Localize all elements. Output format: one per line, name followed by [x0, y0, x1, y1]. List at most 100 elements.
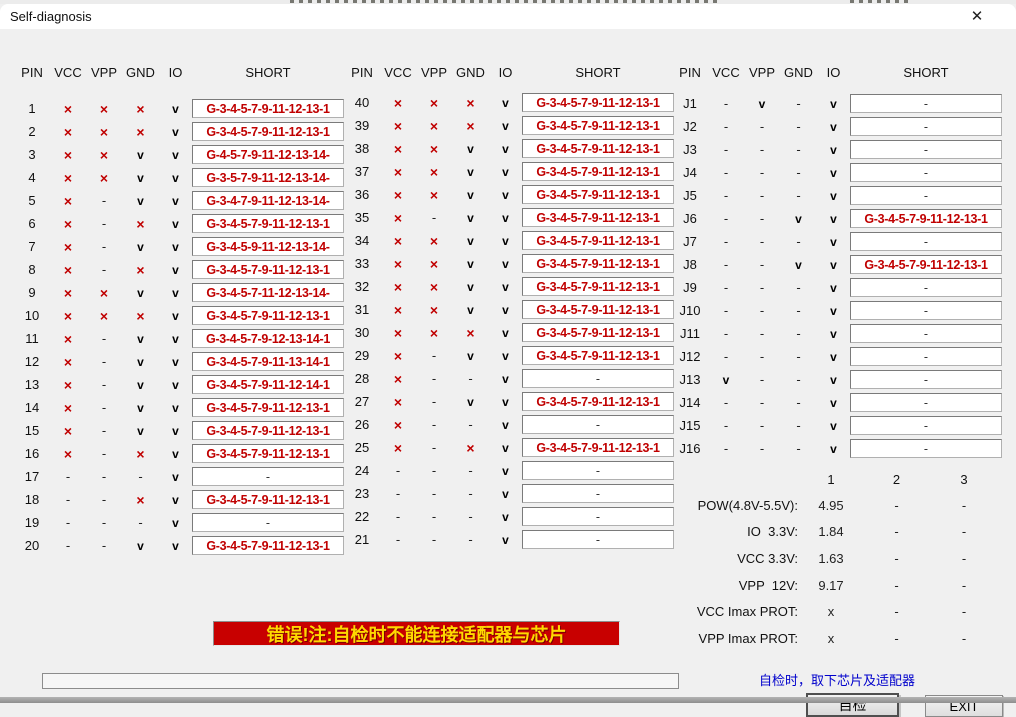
io-mark: v — [502, 509, 509, 524]
short-field[interactable]: - — [192, 467, 344, 486]
short-field[interactable]: G-3-4-5-7-9-11-12-13-1 — [522, 139, 674, 158]
vcc-mark: × — [393, 117, 403, 134]
short-field[interactable]: - — [850, 439, 1002, 458]
short-field[interactable]: G-3-4-5-7-9-11-12-13-1 — [522, 162, 674, 181]
short-field[interactable]: G-3-5-7-9-11-12-13-14- — [192, 168, 344, 187]
voltage-value-1: 1.84 — [818, 524, 844, 540]
short-field[interactable]: G-3-4-5-7-9-11-12-13-1 — [192, 398, 344, 417]
vcc-mark: × — [393, 94, 403, 111]
vcc-mark: - — [395, 532, 401, 547]
short-field[interactable]: G-3-4-5-7-9-11-12-13-1 — [192, 99, 344, 118]
short-field[interactable]: G-3-4-5-7-9-11-12-13-1 — [522, 277, 674, 296]
pin-row: 9 × × v v G-3-4-5-7-11-12-13-14- — [14, 281, 344, 304]
short-field[interactable]: - — [522, 369, 674, 388]
voltage-col-1: 1 — [827, 471, 835, 487]
vpp-mark: - — [759, 211, 765, 226]
vcc-mark: × — [393, 324, 403, 341]
pin-label: 5 — [28, 193, 36, 208]
short-field[interactable]: G-3-4-5-7-9-11-12-13-1 — [522, 116, 674, 135]
gnd-mark: - — [468, 509, 473, 524]
short-field[interactable]: G-3-4-5-7-9-11-12-13-1 — [192, 306, 344, 325]
short-field[interactable]: G-3-4-5-7-9-11-12-13-1 — [522, 438, 674, 457]
gnd-mark: v — [137, 423, 144, 438]
vcc-mark: - — [65, 469, 71, 484]
close-icon[interactable]: ✕ — [966, 6, 988, 27]
short-field[interactable]: G-3-4-5-7-9-11-12-13-1 — [522, 185, 674, 204]
short-field[interactable]: - — [522, 415, 674, 434]
voltage-col-2: 2 — [892, 471, 901, 487]
io-mark: v — [830, 188, 837, 203]
pin-label: J7 — [683, 234, 697, 249]
short-field[interactable]: - — [850, 163, 1002, 182]
short-field[interactable]: G-3-4-7-9-11-12-13-14- — [192, 191, 344, 210]
short-field[interactable]: G-3-4-5-7-9-11-12-13-1 — [192, 490, 344, 509]
header-gnd: GND — [784, 65, 813, 80]
io-mark: v — [830, 165, 837, 180]
vpp-mark: - — [431, 486, 437, 501]
short-field[interactable]: - — [850, 416, 1002, 435]
short-field[interactable]: - — [850, 301, 1002, 320]
vcc-mark: - — [395, 486, 401, 501]
short-field[interactable]: G-3-4-5-7-9-11-12-13-1 — [850, 255, 1002, 274]
short-field[interactable]: - — [192, 513, 344, 532]
short-field[interactable]: G-3-4-5-9-11-12-13-14- — [192, 237, 344, 256]
pin-row: J14- - - v - — [672, 391, 1002, 414]
voltage-panel: 1 2 3 POW(4.8V-5.5V): 4.95 - - IO 3.3V: 1.84 -… — [672, 466, 1004, 652]
short-field[interactable]: - — [850, 140, 1002, 159]
short-field[interactable]: - — [850, 117, 1002, 136]
short-field[interactable]: G-3-4-5-7-9-11-12-13-1 — [192, 536, 344, 555]
short-field[interactable]: - — [850, 324, 1002, 343]
pin-row: 38 × × v v G-3-4-5-7-9-11-12-13-1 — [344, 137, 674, 160]
short-field[interactable]: - — [522, 461, 674, 480]
vpp-mark: - — [759, 119, 765, 134]
short-field[interactable]: G-3-4-5-7-9-11-12-13-1 — [522, 93, 674, 112]
short-field[interactable]: - — [522, 530, 674, 549]
short-field[interactable]: G-3-4-5-7-9-11-12-13-1 — [192, 260, 344, 279]
short-field[interactable]: G-3-4-5-7-9-11-12-13-1 — [522, 208, 674, 227]
short-field[interactable]: - — [850, 232, 1002, 251]
short-field[interactable]: G-3-4-5-7-9-11-12-13-1 — [192, 421, 344, 440]
short-field[interactable]: G-4-5-7-9-11-12-13-14- — [192, 145, 344, 164]
short-field[interactable]: - — [850, 278, 1002, 297]
gnd-mark: v — [467, 164, 474, 179]
short-field[interactable]: G-3-4-5-7-9-11-12-13-1 — [522, 346, 674, 365]
short-field[interactable]: G-3-4-5-7-9-11-12-13-1 — [850, 209, 1002, 228]
title-bar[interactable]: Self-diagnosis ✕ — [0, 4, 1016, 29]
vpp-mark: - — [101, 492, 107, 507]
short-field[interactable]: - — [522, 484, 674, 503]
vcc-mark: - — [723, 441, 729, 456]
short-field[interactable]: G-3-4-5-7-9-11-12-13-1 — [192, 122, 344, 141]
vpp-mark: - — [759, 234, 765, 249]
io-mark: v — [502, 279, 509, 294]
pin-rows: J1- v - v - J2- - - v - J3- - - v - J4- - - v - J5- - - v - J6- - v… — [672, 92, 1002, 460]
io-mark: v — [172, 285, 179, 300]
short-field[interactable]: G-3-4-5-7-9-11-12-13-1 — [522, 300, 674, 319]
pin-row: 27 × - v v G-3-4-5-7-9-11-12-13-1 — [344, 390, 674, 413]
io-mark: v — [502, 118, 509, 133]
short-field[interactable]: G-3-4-5-7-9-11-12-14-1 — [192, 375, 344, 394]
voltage-label: VCC 3.3V: — [737, 550, 798, 566]
short-field[interactable]: G-3-4-5-7-9-12-13-14-1 — [192, 329, 344, 348]
short-field[interactable]: - — [850, 370, 1002, 389]
short-field[interactable]: G-3-4-5-7-9-11-13-14-1 — [192, 352, 344, 371]
short-field[interactable]: G-3-4-5-7-9-11-12-13-1 — [522, 323, 674, 342]
voltage-row: IO 3.3V: 1.84 - - — [672, 519, 1004, 546]
short-field[interactable]: G-3-4-5-7-9-11-12-13-1 — [522, 392, 674, 411]
vpp-mark: × — [429, 232, 439, 249]
short-field[interactable]: G-3-4-5-7-9-11-12-13-1 — [522, 231, 674, 250]
pin-label: 17 — [24, 469, 40, 484]
table-header: PIN VCC VPP GND IO SHORT — [672, 65, 1002, 81]
pin-label: 16 — [24, 446, 40, 461]
io-mark: v — [172, 124, 179, 139]
io-mark: v — [830, 257, 837, 272]
short-field[interactable]: - — [850, 186, 1002, 205]
short-field[interactable]: G-3-4-5-7-9-11-12-13-1 — [522, 254, 674, 273]
short-field[interactable]: - — [522, 507, 674, 526]
short-field[interactable]: G-3-4-5-7-9-11-12-13-1 — [192, 444, 344, 463]
short-field[interactable]: - — [850, 94, 1002, 113]
short-field[interactable]: G-3-4-5-7-9-11-12-13-1 — [192, 214, 344, 233]
short-field[interactable]: - — [850, 393, 1002, 412]
pin-row: 36 × × v v G-3-4-5-7-9-11-12-13-1 — [344, 183, 674, 206]
short-field[interactable]: - — [850, 347, 1002, 366]
short-field[interactable]: G-3-4-5-7-11-12-13-14- — [192, 283, 344, 302]
